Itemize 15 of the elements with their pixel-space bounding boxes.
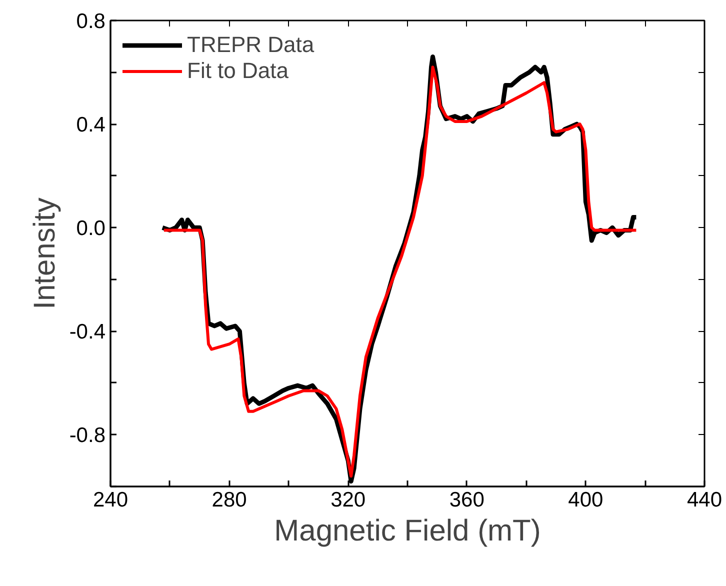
legend-label: Fit to Data	[187, 58, 288, 84]
x-tick-label: 280	[212, 488, 247, 512]
x-tick-label: 240	[92, 488, 128, 512]
legend-label: TREPR Data	[187, 32, 314, 58]
x-tick-label: 320	[330, 488, 366, 512]
y-tick-label: -0.8	[69, 424, 106, 448]
x-axis-title: Magnetic Field (mT)	[274, 514, 541, 548]
y-axis-title: Intensity	[28, 198, 62, 310]
x-tick-label: 360	[449, 488, 484, 512]
y-tick-label: 0.4	[76, 114, 106, 137]
y-tick-label: 0.0	[76, 217, 106, 240]
y-tick-label: 0.8	[76, 10, 106, 33]
x-tick-label: 400	[568, 488, 604, 512]
x-tick-label: 440	[686, 488, 722, 512]
y-tick-label: -0.4	[69, 320, 106, 344]
